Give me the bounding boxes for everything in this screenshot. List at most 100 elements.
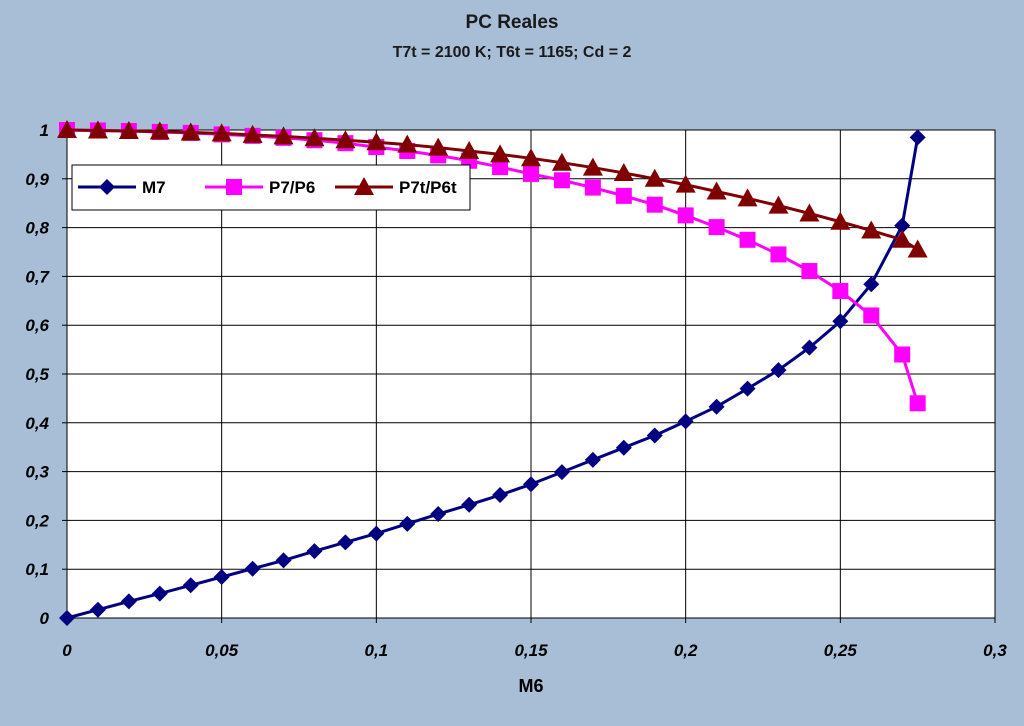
data-point	[907, 239, 928, 258]
data-point	[459, 140, 480, 159]
y-tick-label: 0,5	[25, 365, 49, 384]
x-tick-label: 0,2	[674, 641, 698, 660]
x-axis-ticks: 0 0,05 0,1 0,15 0,2 0,25 0,3	[62, 618, 1007, 660]
data-point	[830, 211, 851, 230]
y-axis-ticks: 0 0,1 0,2 0,3 0,4 0,5 0,6 0,7 0,8 0,9 1	[25, 121, 67, 628]
series-layer	[57, 120, 928, 626]
data-point	[523, 476, 539, 493]
chart-subtitle: T7t = 2100 K; T6t = 1165; Cd = 2	[392, 44, 632, 61]
legend: M7 P7/P6 P7t/P6t	[71, 164, 471, 211]
data-point	[337, 534, 354, 551]
data-point	[151, 585, 168, 602]
data-point	[892, 229, 913, 248]
legend-entry: M7	[78, 178, 166, 197]
y-tick-label: 0,8	[25, 219, 49, 238]
data-point	[799, 203, 820, 222]
legend-label: P7/P6	[269, 178, 315, 197]
data-point	[832, 283, 849, 300]
data-point	[861, 220, 882, 239]
data-point	[646, 196, 663, 213]
legend-swatch-marker	[354, 177, 374, 195]
data-point	[335, 130, 356, 149]
data-point	[399, 515, 416, 532]
data-point	[706, 181, 727, 200]
data-point	[894, 346, 911, 363]
data-point	[644, 168, 665, 187]
y-tick-label: 0,7	[25, 267, 50, 286]
data-point	[304, 128, 325, 147]
data-point	[273, 126, 294, 145]
x-tick-label: 0,1	[365, 641, 389, 660]
data-point	[739, 380, 756, 397]
y-tick-label: 0	[40, 609, 50, 628]
y-tick-label: 1	[40, 121, 49, 140]
chart-title: PC Reales	[465, 12, 559, 33]
data-point	[677, 413, 694, 430]
legend-label: M7	[142, 178, 166, 197]
data-point	[57, 120, 77, 138]
data-point	[739, 231, 756, 248]
x-tick-label: 0,25	[824, 641, 858, 660]
data-point	[584, 451, 601, 468]
y-tick-label: 0,4	[25, 414, 49, 433]
legend-swatch-marker	[99, 179, 115, 195]
data-point	[863, 307, 880, 324]
legend-entry: P7/P6	[205, 178, 315, 197]
data-point	[244, 560, 261, 577]
data-point	[59, 610, 75, 626]
data-point	[770, 362, 787, 379]
data-point	[801, 339, 818, 356]
data-point	[553, 464, 570, 481]
x-tick-label: 0,05	[205, 641, 239, 660]
x-axis-title: M6	[518, 676, 543, 696]
data-point	[909, 395, 926, 412]
data-point	[397, 134, 418, 153]
data-point	[863, 276, 880, 293]
data-point	[492, 487, 509, 504]
data-point	[708, 219, 725, 236]
data-point	[275, 552, 292, 569]
data-point	[211, 123, 232, 142]
series-3	[57, 120, 928, 258]
data-point	[118, 120, 139, 139]
data-point	[213, 569, 230, 586]
data-point	[523, 165, 539, 182]
legend-entry: P7t/P6t	[335, 177, 457, 197]
y-tick-label: 0,6	[25, 316, 49, 335]
data-point	[768, 195, 789, 214]
y-tick-label: 0,3	[25, 463, 49, 482]
series-1	[59, 129, 926, 626]
data-point	[801, 263, 818, 280]
data-point	[894, 217, 911, 234]
y-tick-label: 0,9	[25, 170, 49, 189]
x-tick-label: 0,3	[983, 641, 1007, 660]
legend-label: P7t/P6t	[399, 178, 457, 197]
data-point	[149, 121, 170, 140]
data-point	[428, 137, 449, 156]
data-point	[615, 187, 632, 204]
x-tick-label: 0	[62, 641, 72, 660]
data-point	[909, 129, 926, 146]
data-point	[551, 152, 572, 171]
legend-swatch-marker	[226, 179, 242, 195]
data-point	[582, 157, 603, 176]
data-point	[492, 159, 509, 176]
y-tick-label: 0,1	[25, 560, 49, 579]
data-point	[242, 124, 263, 143]
data-point	[521, 148, 541, 167]
data-point	[646, 427, 663, 444]
data-point	[675, 174, 696, 193]
data-point	[677, 207, 694, 224]
data-point	[430, 506, 447, 523]
data-point	[182, 577, 199, 594]
data-point	[553, 172, 570, 189]
data-point	[306, 543, 323, 560]
data-point	[737, 188, 758, 207]
data-point	[615, 439, 632, 456]
data-point	[708, 398, 725, 415]
data-point	[120, 593, 137, 610]
data-point	[87, 120, 108, 139]
y-tick-label: 0,2	[25, 511, 49, 530]
